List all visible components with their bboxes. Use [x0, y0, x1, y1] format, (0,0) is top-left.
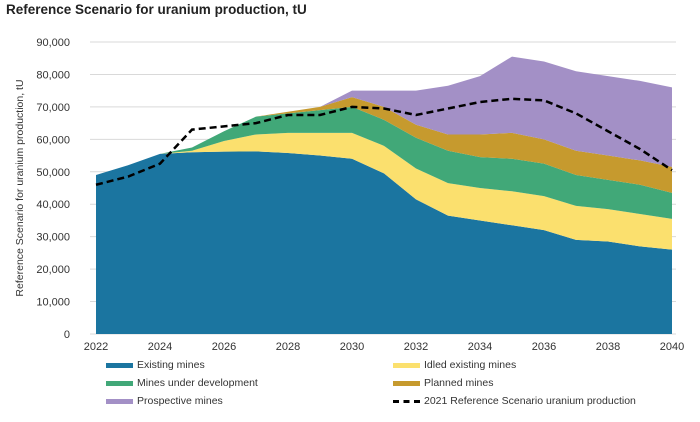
x-tick-label: 2038 [596, 341, 620, 353]
area-idled-existing-mines [96, 132, 672, 250]
y-tick-label: 50,000 [36, 167, 70, 179]
legend-swatch [106, 362, 133, 368]
legend-swatch [393, 362, 420, 368]
y-tick-label: 70,000 [36, 102, 70, 114]
legend-swatch [393, 399, 420, 403]
x-tick-label: 2036 [532, 341, 556, 353]
x-tick-label: 2028 [276, 341, 300, 353]
x-tick-label: 2034 [468, 341, 492, 353]
x-tick-label: 2026 [212, 341, 236, 353]
x-tick-label: 2032 [404, 341, 428, 353]
chart-title: Reference Scenario for uranium productio… [6, 2, 307, 17]
y-axis-label: Reference Scenario for uranium productio… [14, 79, 26, 296]
x-tick-label: 2024 [148, 341, 172, 353]
x-tick-label: 2022 [84, 341, 108, 353]
legend-swatch [106, 398, 133, 404]
legend-label: Idled existing mines [424, 359, 517, 371]
y-tick-labels: 0 10,000 20,000 30,000 40,000 50,000 60,000 70,… [36, 37, 70, 341]
legend-swatch [106, 380, 133, 386]
areas [96, 56, 672, 334]
area-planned-mines [96, 97, 672, 193]
y-tick-label: 30,000 [36, 232, 70, 244]
y-tick-label: 60,000 [36, 134, 70, 146]
area-mines-under-development [96, 106, 672, 219]
x-tick-labels: 2022 2024 2026 2028 2030 2032 2034 2036 2038 2040 [84, 341, 684, 353]
legend-item: Existing mines [106, 359, 205, 371]
area-existing-mines [96, 151, 672, 334]
legend-label: 2021 Reference Scenario uranium producti… [424, 395, 636, 407]
x-tick-label: 2030 [340, 341, 364, 353]
legend-item: Idled existing mines [393, 359, 516, 371]
legend-label: Prospective mines [137, 395, 223, 407]
reference-line [95, 97, 673, 186]
legend-item: Prospective mines [106, 395, 223, 407]
area-prospective-mines [96, 56, 672, 176]
legend-label: Planned mines [424, 377, 494, 389]
x-tick-label: 2040 [660, 341, 684, 353]
legend-item: 2021 Reference Scenario uranium producti… [393, 395, 636, 407]
legend-item: Mines under development [106, 377, 258, 389]
y-tick-label: 80,000 [36, 69, 70, 81]
y-tick-label: 90,000 [36, 37, 70, 49]
y-tick-label: 0 [64, 329, 70, 341]
reference-scenario-line [95, 97, 673, 186]
y-tick-label: 10,000 [36, 297, 70, 309]
y-tick-label: 20,000 [36, 264, 70, 276]
legend-swatch [393, 380, 420, 386]
y-tick-label: 40,000 [36, 199, 70, 211]
legend-item: Planned mines [393, 377, 493, 389]
legend-label: Existing mines [137, 359, 205, 371]
legend-label: Mines under development [137, 377, 258, 389]
